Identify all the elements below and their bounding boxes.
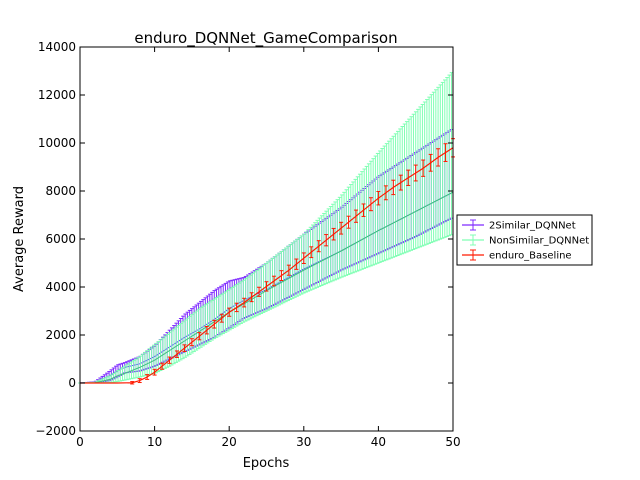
x-tick-label: 10 — [147, 435, 162, 449]
axis-layer: 0 10 20 30 40 50−2000020004000600080001000012… — [35, 40, 460, 449]
chart-title: enduro_DQNNet_GameComparison — [134, 29, 397, 48]
legend-entry: 2Similar_DQNNet — [462, 219, 576, 232]
legend-entry: NonSimilar_DQNNet — [462, 234, 589, 247]
x-tick-label: 50 — [445, 435, 460, 449]
y-axis-title: Average Reward — [12, 186, 27, 292]
series-enduro_Baseline — [80, 138, 455, 385]
y-tick-label: −2000 — [35, 424, 76, 438]
y-tick-label: 4000 — [45, 280, 76, 294]
y-tick-label: 14000 — [38, 40, 76, 54]
y-tick-label: 10000 — [38, 136, 76, 150]
legend: 2Similar_DQNNet NonSimilar_DQNNet enduro_B… — [456, 214, 593, 266]
y-tick-label: 8000 — [45, 184, 76, 198]
legend-label: 2Similar_DQNNet — [489, 221, 576, 232]
x-axis-title: Epochs — [243, 456, 290, 471]
plot-layer — [78, 72, 455, 385]
legend-entry: enduro_Baseline — [462, 249, 572, 262]
x-tick-label: 30 — [296, 435, 311, 449]
y-tick-label: 2000 — [45, 328, 76, 342]
series-NonSimilar_DQNNet — [78, 72, 454, 384]
y-tick-label: 12000 — [38, 88, 76, 102]
legend-label: NonSimilar_DQNNet — [489, 236, 589, 247]
x-tick-label: 20 — [222, 435, 237, 449]
y-tick-label: 6000 — [45, 232, 76, 246]
legend-label: enduro_Baseline — [489, 251, 572, 262]
series-line — [79, 191, 454, 384]
x-tick-label: 40 — [371, 435, 386, 449]
y-tick-label: 0 — [68, 376, 76, 390]
x-tick-label: 0 — [76, 435, 84, 449]
